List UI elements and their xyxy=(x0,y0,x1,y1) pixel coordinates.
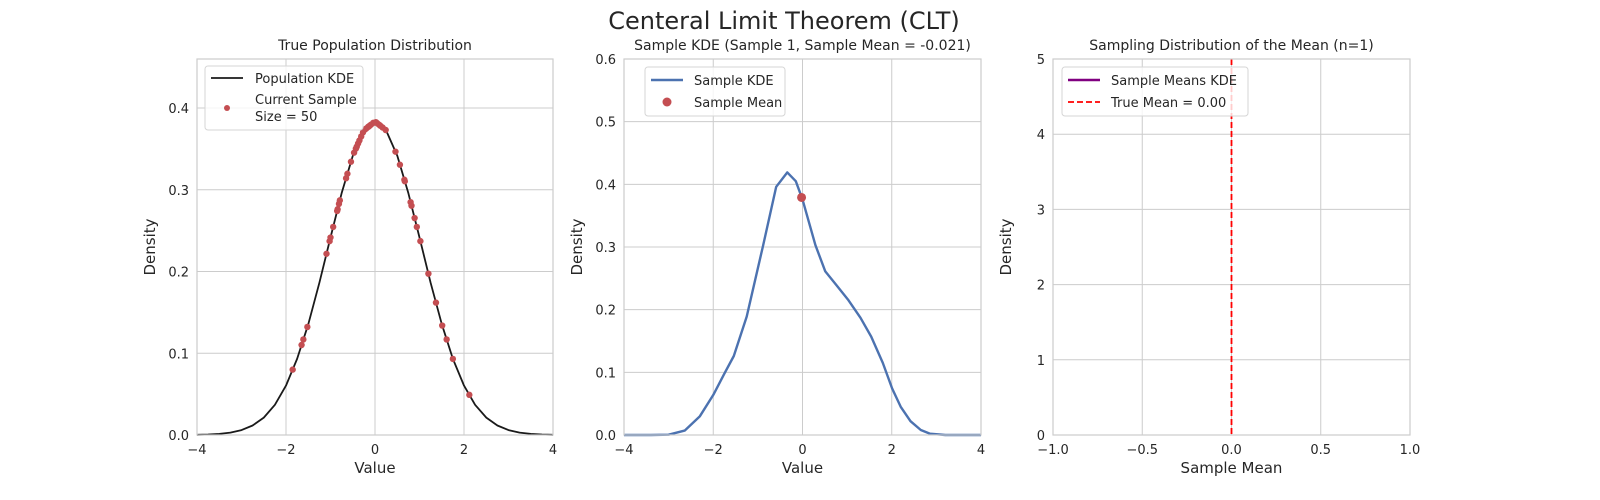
y-tick-label: 0.6 xyxy=(595,53,616,68)
sample-point xyxy=(413,223,421,231)
x-tick-label: −1.0 xyxy=(1037,443,1069,458)
x-tick-label: −2 xyxy=(276,443,295,458)
sample-point xyxy=(334,206,341,213)
y-tick-label: 0.2 xyxy=(168,266,189,281)
y-axis-label: Density xyxy=(141,218,159,275)
y-tick-label: 4 xyxy=(1037,128,1045,143)
y-tick-label: 0.4 xyxy=(168,102,189,117)
legend-label: Population KDE xyxy=(255,72,354,87)
x-tick-label: 0.0 xyxy=(1221,443,1242,458)
legend-box xyxy=(1061,66,1249,117)
y-tick-label: 2 xyxy=(1037,279,1045,294)
y-tick-label: 0.3 xyxy=(168,184,189,199)
x-tick-label: 4 xyxy=(549,443,557,458)
x-tick-label: 0.5 xyxy=(1310,443,1331,458)
sample-point xyxy=(411,214,418,222)
legend-label: Sample Mean xyxy=(694,96,782,111)
y-tick-label: 5 xyxy=(1037,53,1045,68)
y-tick-label: 0.3 xyxy=(595,241,616,256)
sample-point xyxy=(300,336,307,343)
legend-dot-icon xyxy=(224,105,230,111)
y-tick-label: 0.4 xyxy=(595,178,616,193)
sample-point xyxy=(327,234,334,241)
subplot-title: Sampling Distribution of the Mean (n=1) xyxy=(1089,38,1374,54)
legend-box xyxy=(204,65,364,131)
legend-label: Size = 50 xyxy=(255,110,317,125)
x-tick-label: −2 xyxy=(704,443,723,458)
legend: Sample KDE Sample Mean xyxy=(644,66,786,117)
x-axis-label: Sample Mean xyxy=(1181,459,1283,477)
figure-title: Centeral Limit Theorem (CLT) xyxy=(608,7,960,35)
subplot-3: −1.0 −0.5 0.0 0.5 1.0 0 1 2 3 4 5 Sampling Distribu… xyxy=(997,38,1420,477)
subplot-title: True Population Distribution xyxy=(277,38,472,54)
y-tick-label: 0.0 xyxy=(168,429,189,444)
sample-point xyxy=(417,237,424,245)
x-tick-label: −4 xyxy=(187,443,206,458)
axes-frame xyxy=(196,58,554,436)
x-tick-label: 2 xyxy=(888,443,896,458)
subplot-title: Sample KDE (Sample 1, Sample Mean = -0.0… xyxy=(634,38,971,54)
x-tick-label: 4 xyxy=(977,443,985,458)
legend-label: Sample KDE xyxy=(694,74,774,89)
subplot-1: −4 −2 0 2 4 0.0 0.1 0.2 0.3 0.4 True Population Di… xyxy=(141,38,557,477)
x-tick-label: 2 xyxy=(460,443,468,458)
y-axis-label: Density xyxy=(997,218,1015,275)
sample-point xyxy=(304,323,311,331)
legend: Sample Means KDE True Mean = 0.00 xyxy=(1061,66,1249,117)
subplot-2: −4 −2 0 2 4 0.0 0.1 0.2 0.3 0.4 0.5 0.6 Sample KDE (… xyxy=(568,38,985,477)
y-tick-label: 3 xyxy=(1037,203,1045,218)
sample-point xyxy=(449,355,457,363)
legend-label: True Mean = 0.00 xyxy=(1110,96,1226,111)
axes-frame xyxy=(1052,58,1411,436)
sample-point xyxy=(336,197,344,204)
y-tick-label: 0.5 xyxy=(595,116,616,131)
sample-point xyxy=(329,223,337,231)
axes-frame xyxy=(623,58,982,436)
y-tick-label: 0.1 xyxy=(168,347,189,362)
kde-line xyxy=(624,171,981,437)
sample-point xyxy=(396,161,404,168)
y-axis-label: Density xyxy=(568,218,586,275)
sample-point xyxy=(425,270,432,277)
legend: Population KDE Current Sample Size = 50 xyxy=(204,65,364,131)
sample-point xyxy=(323,250,330,257)
sample-point xyxy=(382,126,389,134)
x-tick-label: 0 xyxy=(371,443,379,458)
x-axis-label: Value xyxy=(354,459,395,477)
sample-point xyxy=(347,158,355,165)
y-tick-label: 0.0 xyxy=(595,429,616,444)
sample-mean-point xyxy=(797,192,807,202)
y-tick-label: 0.1 xyxy=(595,366,616,381)
y-tick-label: 0 xyxy=(1037,429,1045,444)
sample-point xyxy=(432,299,440,306)
y-tick-label: 0.2 xyxy=(595,304,616,319)
x-axis-label: Value xyxy=(782,459,823,477)
sample-point xyxy=(438,322,446,329)
x-tick-label: −4 xyxy=(614,443,633,458)
legend-label: Current Sample xyxy=(255,93,357,108)
sample-point xyxy=(401,178,409,185)
legend-dot-icon xyxy=(662,97,672,107)
x-tick-label: 0 xyxy=(798,443,806,458)
sample-point xyxy=(344,170,351,177)
x-tick-label: −0.5 xyxy=(1126,443,1158,458)
sample-point xyxy=(289,366,296,373)
sample-point xyxy=(408,202,415,209)
sample-point xyxy=(466,391,473,399)
x-tick-label: 1.0 xyxy=(1400,443,1421,458)
sample-point xyxy=(298,341,305,349)
y-tick-label: 1 xyxy=(1037,354,1045,369)
sample-point xyxy=(443,336,450,343)
sample-point xyxy=(392,148,399,155)
legend-label: Sample Means KDE xyxy=(1111,74,1237,89)
